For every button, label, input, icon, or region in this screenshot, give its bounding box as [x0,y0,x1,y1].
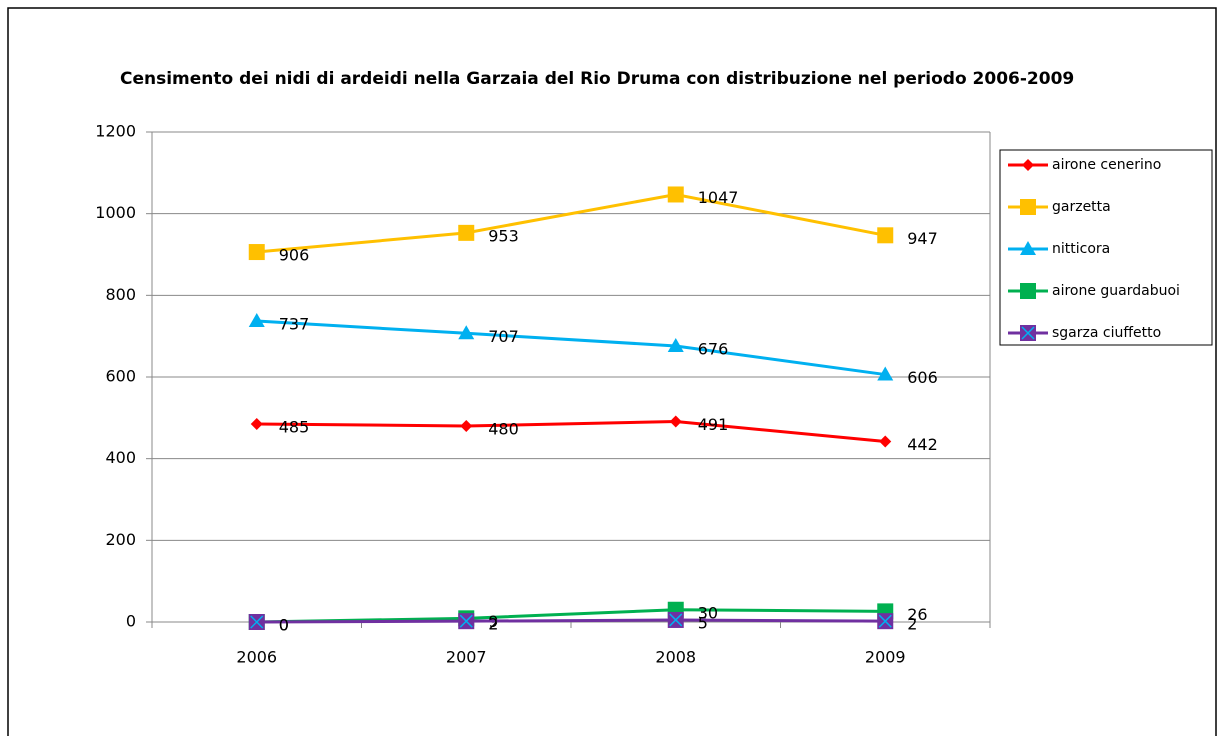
data-label: 485 [279,417,310,436]
y-tick-label: 400 [105,448,136,467]
legend-label: sgarza ciuffetto [1052,325,1161,341]
point-cross [878,614,892,628]
data-label: 707 [488,327,519,346]
point [667,186,684,203]
point-cross [669,613,683,627]
y-tick-label: 800 [105,285,136,304]
point [458,325,475,340]
data-label: 5 [698,613,708,632]
series-line [256,192,886,254]
point [458,224,475,241]
data-label: 676 [698,339,729,358]
data-label: 1047 [698,188,739,207]
data-label: 30 [698,603,718,622]
legend-marker-cross [1021,326,1035,340]
series-line [256,319,886,377]
data-label: 2 [907,615,917,634]
point [877,227,894,244]
legend-label: airone guardabuoi [1052,283,1180,299]
y-tick-label: 200 [105,530,136,549]
legend-marker [1020,283,1036,299]
y-tick-label: 0 [126,612,136,631]
data-label: 442 [907,435,938,454]
x-tick-label: 2008 [655,648,696,667]
point [669,415,682,428]
legend-marker [1020,241,1036,255]
frame [7,7,1217,736]
data-label: 606 [907,368,938,387]
point [248,313,265,328]
series-line [256,420,886,444]
point [667,337,684,352]
data-label: 0 [279,616,289,635]
x-tick-label: 2009 [865,648,906,667]
data-label: 480 [488,420,519,439]
x-tick-label: 2007 [446,648,487,667]
point [879,435,892,448]
series-line [256,618,886,624]
data-label: 2 [488,615,498,634]
data-label: 953 [488,226,519,245]
data-label: 947 [907,229,938,248]
data-label: 491 [698,415,729,434]
x-tick-label: 2006 [236,648,277,667]
y-tick-label: 1200 [95,122,136,141]
legend-label: airone cenerino [1052,157,1161,173]
legend-marker [1022,159,1034,171]
y-tick-label: 1000 [95,203,136,222]
point [877,366,894,381]
y-tick-label: 600 [105,367,136,386]
data-label: 0 [279,616,289,635]
legend-label: garzetta [1052,199,1111,215]
data-label: 737 [279,315,310,334]
point-cross [250,615,264,629]
data-label: 26 [907,605,927,624]
legend-marker [1020,199,1036,215]
chart-title: Censimento dei nidi di ardeidi nella Gar… [120,69,1075,89]
point [460,420,473,432]
point [250,417,263,430]
legend-label: nitticora [1052,241,1110,257]
point [248,244,265,261]
data-label: 906 [279,246,310,265]
point-cross [459,614,473,628]
